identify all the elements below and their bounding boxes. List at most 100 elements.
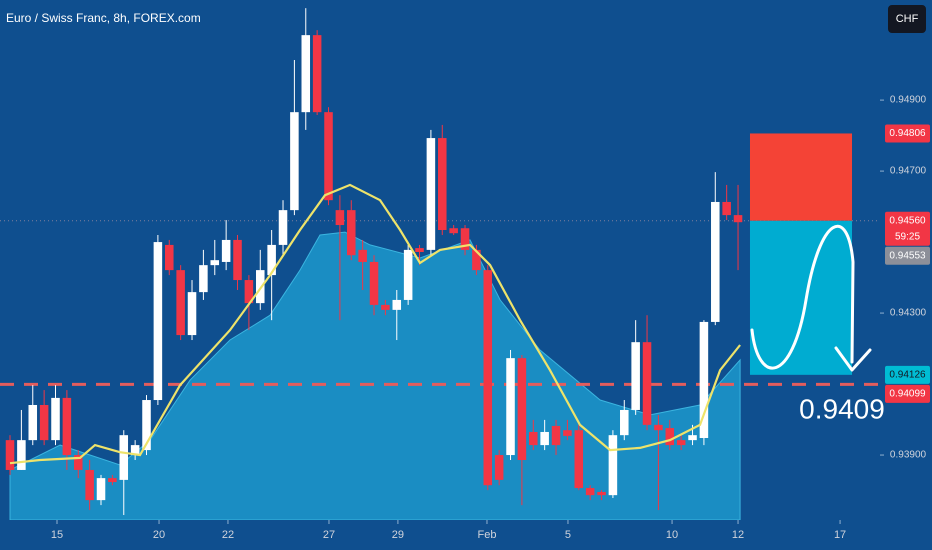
- candle-body: [233, 239, 242, 281]
- candle-body: [517, 358, 527, 461]
- candle-body: [563, 430, 572, 436]
- candle-body: [358, 249, 367, 262]
- plot-area: [0, 8, 880, 520]
- y-tick-label: 0.93900: [890, 450, 927, 461]
- price-label: 0.94126: [889, 369, 926, 380]
- candle-body: [39, 404, 49, 441]
- candle-body: [176, 270, 185, 336]
- candle-body: [460, 228, 470, 250]
- stop-zone: [749, 133, 853, 221]
- candle-body: [403, 249, 413, 300]
- candle-body: [494, 455, 504, 480]
- x-tick-label: 27: [323, 529, 335, 541]
- price-label: 0.94560: [889, 215, 926, 226]
- candle-body: [5, 440, 15, 470]
- candle-body: [142, 400, 151, 451]
- candle-body: [187, 292, 197, 336]
- x-tick-label: 17: [834, 529, 846, 541]
- x-tick-label: 15: [51, 529, 63, 541]
- candle-body: [335, 210, 345, 226]
- candle-body: [256, 270, 265, 304]
- candle-body: [62, 397, 72, 456]
- price-label-box: [885, 246, 930, 265]
- drawn-curve: [750, 224, 855, 370]
- candle-body: [267, 244, 276, 276]
- candle-body: [85, 469, 94, 501]
- candle-body: [312, 35, 322, 113]
- candle-body: [165, 244, 174, 271]
- drawn-arrow: [834, 346, 872, 372]
- candle-body: [711, 201, 720, 322]
- candle-body: [472, 249, 481, 271]
- candle-body: [369, 261, 379, 305]
- candle-body: [290, 112, 299, 211]
- x-tick-label: 22: [222, 529, 234, 541]
- candle-body: [108, 478, 117, 483]
- candle-body: [722, 201, 731, 216]
- candle-body: [17, 440, 26, 470]
- annotation: 0.9409: [799, 393, 885, 424]
- candle-body: [608, 435, 618, 496]
- candle-body: [688, 435, 697, 441]
- price-label: 0.94553: [889, 250, 926, 261]
- countdown: 59:25: [895, 231, 920, 242]
- currency-button-label[interactable]: CHF: [896, 13, 919, 25]
- candle-body: [642, 342, 652, 425]
- candle-body: [381, 304, 390, 310]
- candle-body: [347, 210, 356, 256]
- x-tick-label: 20: [153, 529, 165, 541]
- target-zone: [749, 220, 853, 375]
- x-tick-label: Feb: [477, 529, 496, 541]
- y-tick-label: 0.94300: [890, 308, 927, 319]
- candle-body: [199, 265, 208, 293]
- price-label: 0.94806: [889, 128, 926, 139]
- moving-average: [9, 183, 741, 465]
- candle-body: [654, 424, 663, 431]
- price-label-box: [885, 211, 930, 246]
- candle-body: [73, 455, 83, 470]
- x-tick-label: 29: [392, 529, 404, 541]
- candle-body: [324, 112, 333, 201]
- candle-body: [278, 210, 288, 245]
- candle-body: [483, 270, 493, 486]
- candle-body: [210, 260, 220, 266]
- candle-body: [665, 428, 675, 446]
- candle-body: [426, 138, 436, 250]
- candle-body: [631, 342, 640, 410]
- candle-body: [28, 404, 38, 441]
- candle-body: [585, 488, 595, 496]
- price-label: 0.94099: [889, 388, 926, 399]
- candle-body: [244, 280, 254, 304]
- candle-body: [574, 430, 584, 489]
- price-label-box: [885, 384, 930, 403]
- candle-body: [301, 35, 311, 113]
- candle-body: [415, 248, 424, 253]
- candle-body: [676, 440, 686, 446]
- candle-body: [153, 242, 163, 401]
- area: [9, 231, 741, 520]
- candle-body: [449, 228, 458, 234]
- currency-button[interactable]: [888, 5, 926, 33]
- candle-body: [392, 299, 402, 310]
- x-tick-label: 10: [666, 529, 678, 541]
- candle-body: [221, 239, 231, 262]
- price-label-box: [885, 124, 930, 143]
- candle-body: [529, 431, 538, 446]
- candle-body: [130, 445, 140, 456]
- x-tick-label: 5: [565, 529, 571, 541]
- y-tick-label: 0.94900: [890, 95, 927, 106]
- candle-body: [620, 409, 629, 436]
- candle-body: [699, 321, 709, 439]
- candle-body: [597, 491, 606, 496]
- candle-body: [438, 138, 447, 231]
- chart-title: Euro / Swiss Franc, 8h, FOREX.com: [6, 11, 201, 25]
- price-label-box: [885, 365, 930, 384]
- x-tick-label: 12: [732, 529, 744, 541]
- candle-body: [551, 425, 561, 446]
- candle-body: [506, 358, 515, 456]
- candle-body: [119, 435, 129, 480]
- candle-body: [96, 478, 106, 501]
- candle-body: [51, 397, 60, 441]
